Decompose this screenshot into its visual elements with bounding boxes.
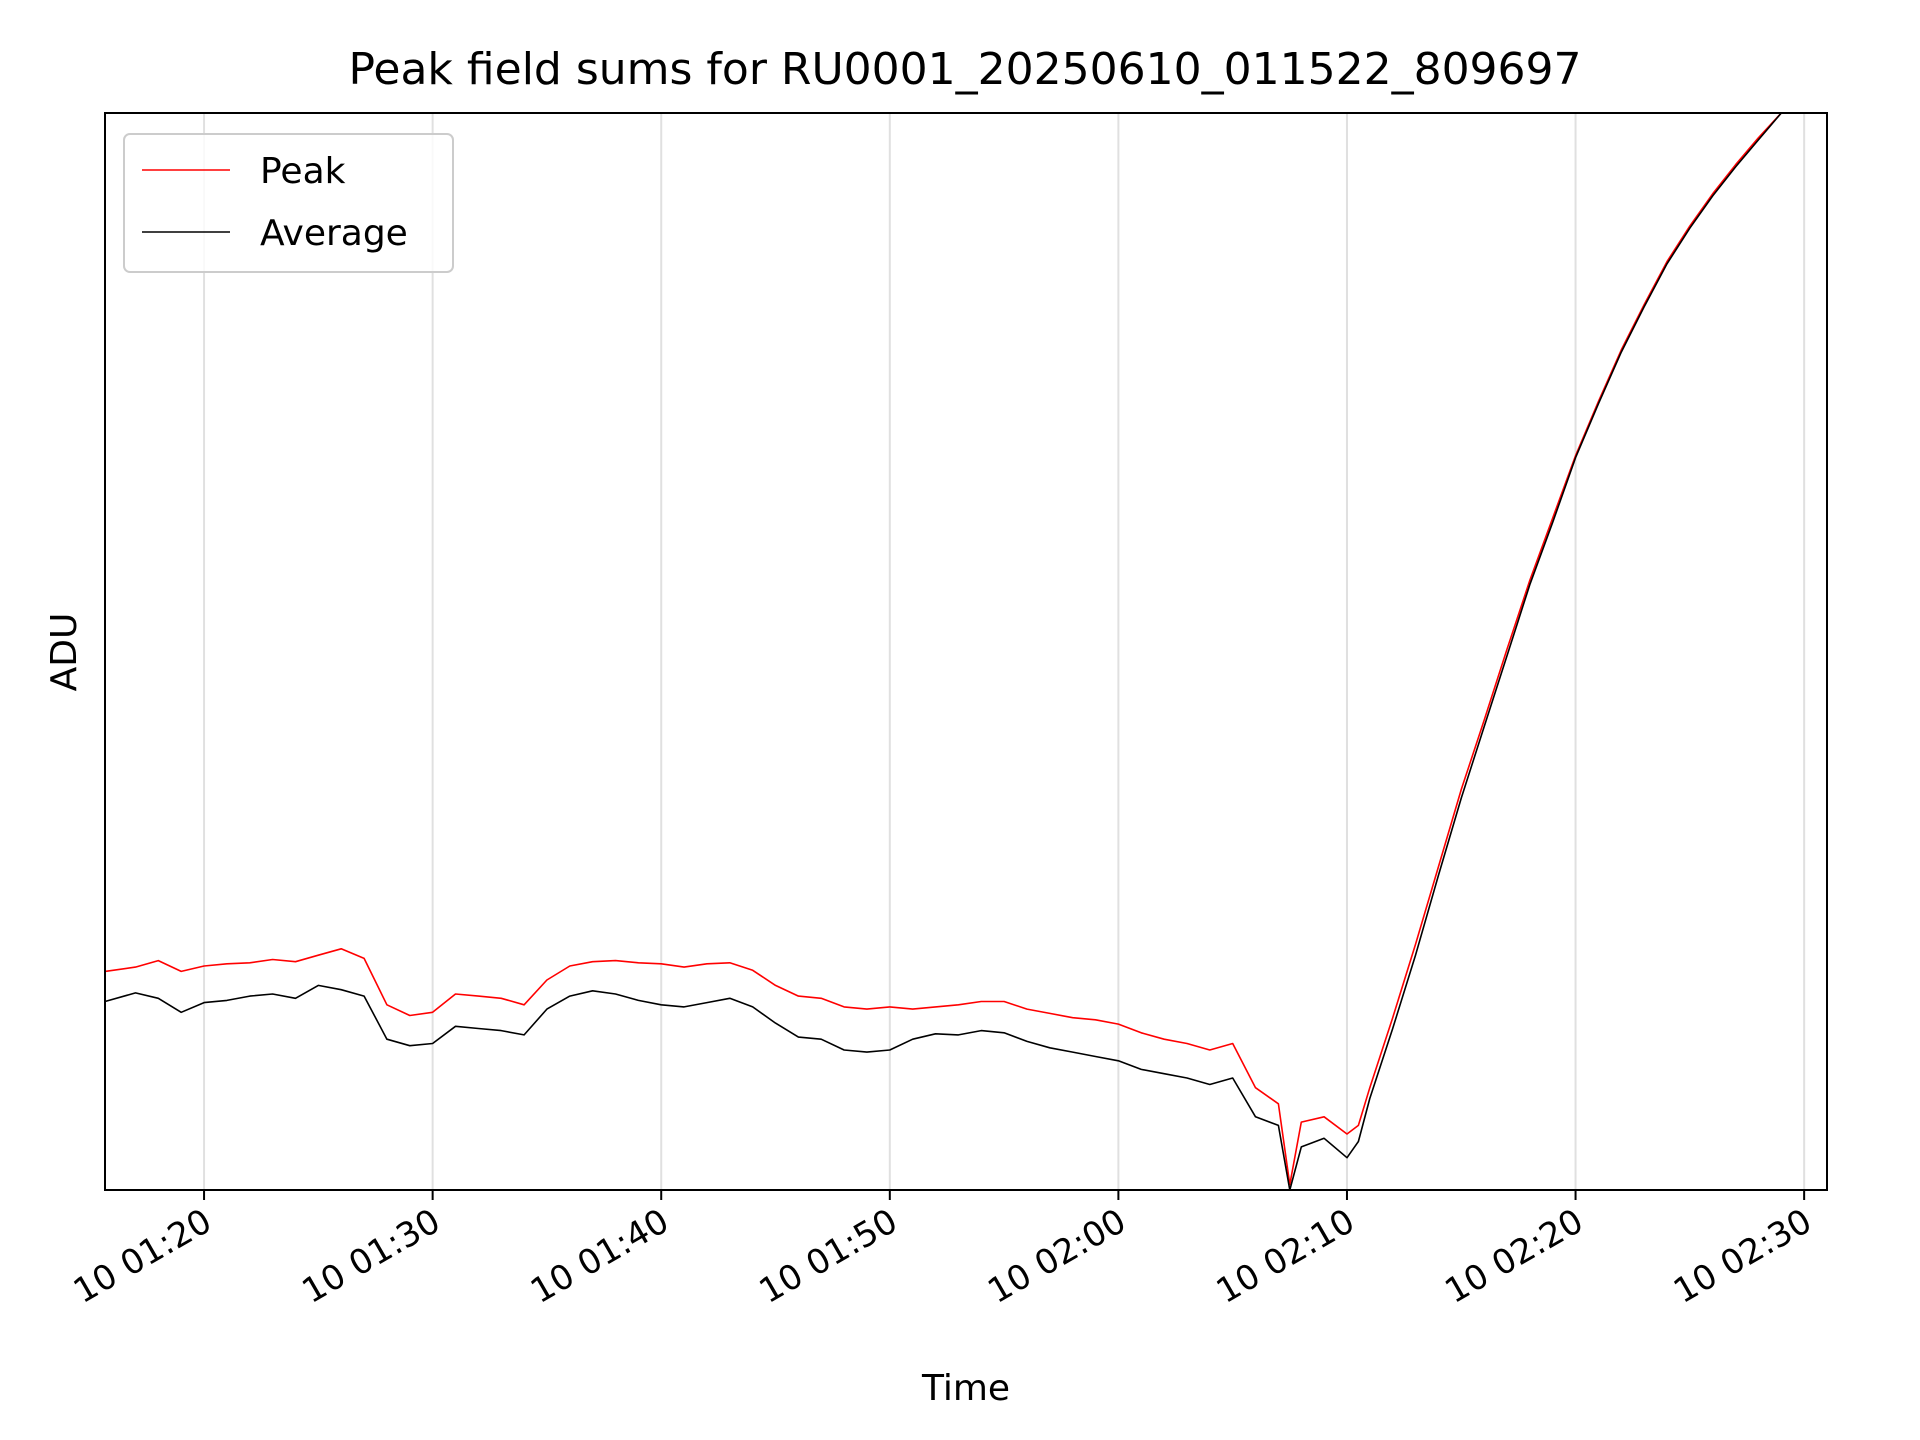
legend-label-peak: Peak <box>260 151 346 192</box>
series-line-average <box>104 112 1827 1191</box>
legend: Peak Average <box>123 133 454 273</box>
y-axis-label: ADU <box>44 613 85 692</box>
x-gridlines <box>203 113 1806 1190</box>
chart-title: Peak field sums for RU0001_20250610_0115… <box>348 44 1581 95</box>
legend-label-average: Average <box>260 213 408 254</box>
plot-frame <box>104 112 1828 1191</box>
x-axis-label: Time <box>921 1368 1010 1409</box>
series-line-peak <box>104 112 1827 1186</box>
plot-series <box>104 112 1827 1191</box>
legend-frame <box>123 133 454 273</box>
